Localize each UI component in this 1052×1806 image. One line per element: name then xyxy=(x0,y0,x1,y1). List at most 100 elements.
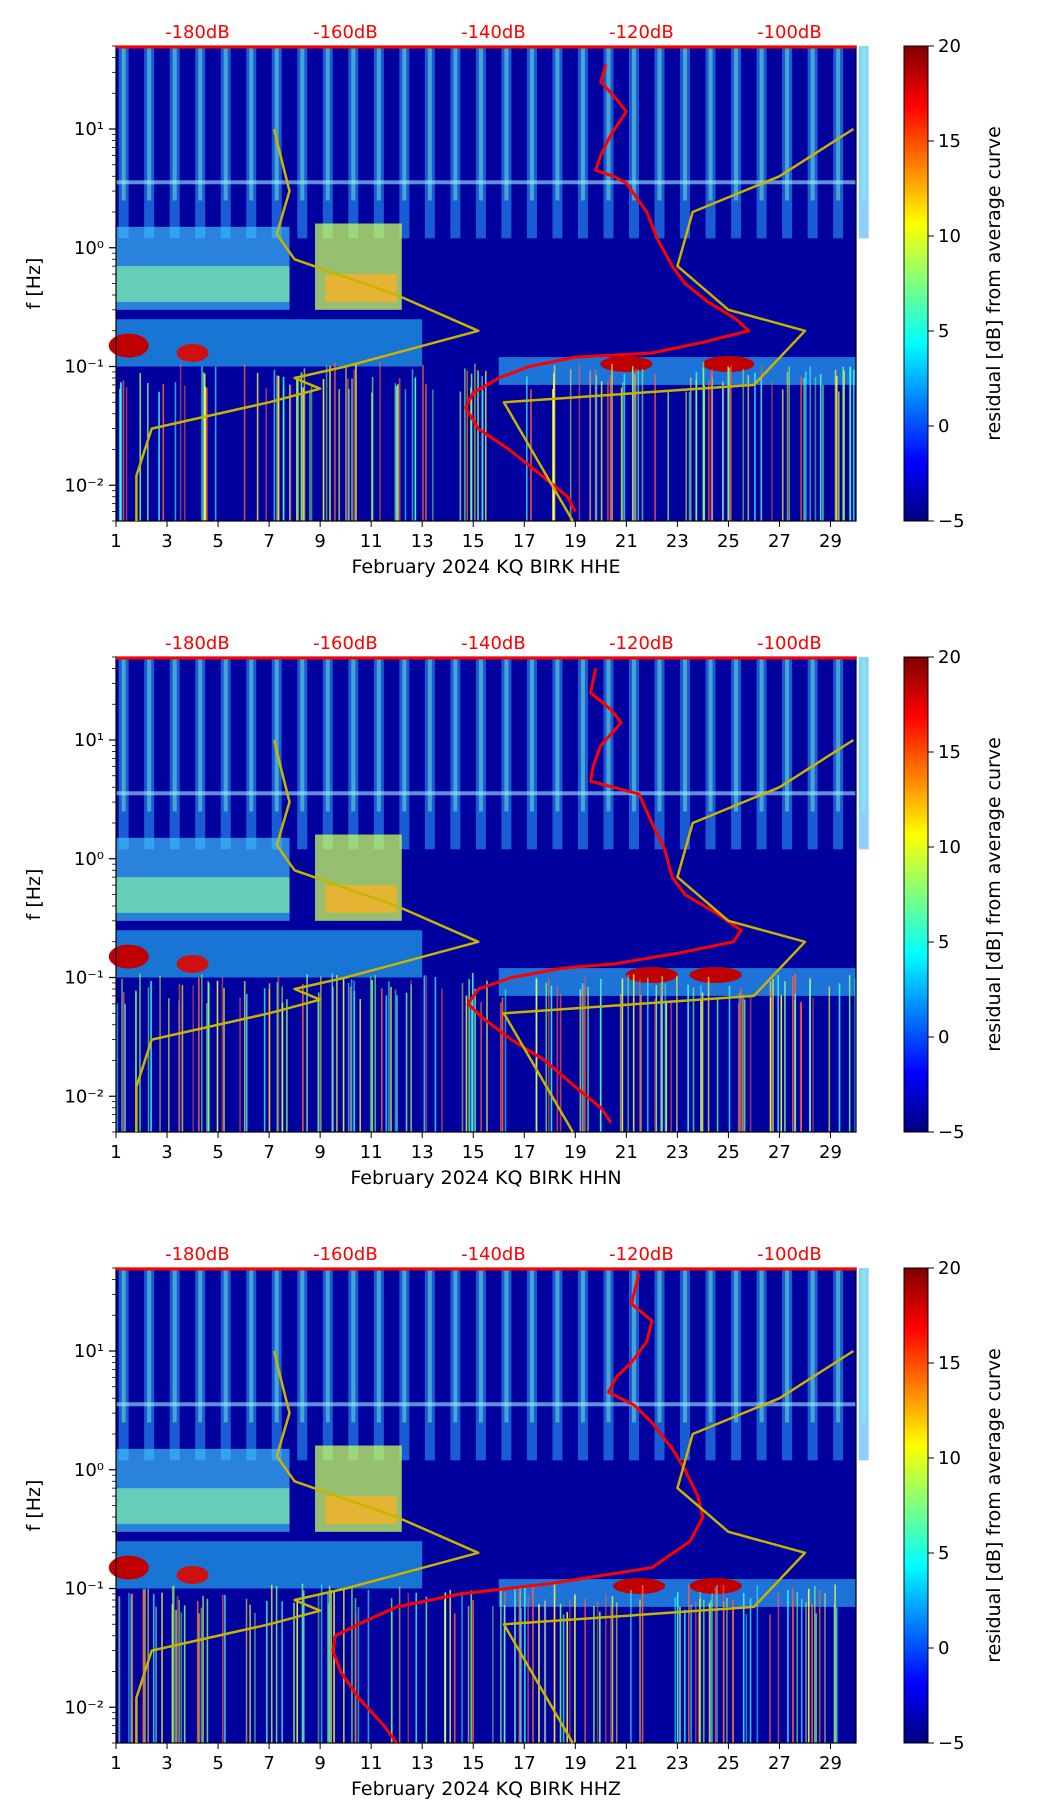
lf-streak xyxy=(468,979,470,1132)
lf-streak xyxy=(743,999,746,1132)
x-tick-label: 9 xyxy=(314,531,325,552)
lf-streak xyxy=(122,992,125,1132)
lf-streak xyxy=(623,374,626,521)
daily-stripe xyxy=(297,657,308,850)
lf-streak xyxy=(632,974,635,1132)
daily-stripe-core xyxy=(708,657,713,812)
daily-stripe xyxy=(220,657,231,850)
colorbar-gradient xyxy=(903,45,929,522)
daily-stripe xyxy=(705,1268,716,1461)
lf-streak xyxy=(702,368,705,521)
lf-streak xyxy=(265,387,268,521)
lf-streak xyxy=(266,1600,268,1743)
lf-streak xyxy=(150,980,152,1132)
lf-streak xyxy=(587,987,589,1132)
lf-streak xyxy=(716,1585,718,1743)
y-axis-label: f [Hz] xyxy=(23,1480,45,1532)
lf-streak xyxy=(835,1607,838,1743)
lf-streak xyxy=(327,1592,329,1743)
daily-stripe-core xyxy=(708,1268,713,1423)
x-tick-label: 27 xyxy=(768,531,791,552)
lf-streak xyxy=(499,1002,502,1132)
lf-streak xyxy=(333,1590,335,1743)
daily-stripe-core xyxy=(121,1268,126,1423)
daily-stripe xyxy=(782,46,793,239)
lf-streak xyxy=(256,372,259,521)
lf-streak xyxy=(710,1599,712,1743)
lf-streak xyxy=(196,1601,199,1743)
lf-streak xyxy=(118,1596,121,1743)
lf-streak xyxy=(198,1613,200,1743)
lf-streak xyxy=(611,364,613,521)
lf-streak xyxy=(295,376,298,521)
colorbar-tick-label: −5 xyxy=(938,1122,965,1143)
lf-streak xyxy=(687,984,689,1132)
lf-streak xyxy=(391,1612,393,1743)
hf-line-artifact xyxy=(116,180,856,185)
lf-streak xyxy=(477,370,479,521)
lf-streak xyxy=(559,993,562,1132)
lf-streak xyxy=(562,1614,565,1743)
daily-stripe-core xyxy=(657,46,662,201)
top-db-label: -140dB xyxy=(461,22,526,43)
daily-stripe xyxy=(833,657,844,850)
lf-streak xyxy=(357,1607,360,1743)
lf-streak xyxy=(730,365,732,521)
x-tick-label: 23 xyxy=(666,1753,689,1774)
lf-streak xyxy=(664,983,667,1132)
broadband-band-left xyxy=(116,877,290,913)
hf-line-artifact xyxy=(116,1402,856,1407)
lf-streak xyxy=(504,989,507,1132)
colorbar: −5 0 5 10 15 20 residual [dB] from average cur… xyxy=(903,36,1005,532)
daily-stripe xyxy=(373,1268,384,1461)
lf-streak xyxy=(449,1589,452,1743)
daily-stripe-core xyxy=(478,1268,483,1423)
lf-streak xyxy=(637,369,640,521)
colorbar-tick-label: 15 xyxy=(938,131,961,152)
colorbar-tick-label: −5 xyxy=(938,511,965,532)
lf-streak xyxy=(302,1590,305,1743)
lf-streak xyxy=(207,981,210,1132)
lf-streak xyxy=(594,369,597,521)
lf-streak xyxy=(569,1600,571,1743)
lf-streak xyxy=(394,989,397,1132)
lf-streak xyxy=(621,382,624,521)
x-tick-label: 7 xyxy=(263,1753,274,1774)
x-tick-label: 9 xyxy=(314,1142,325,1163)
lf-streak xyxy=(722,1584,725,1743)
daily-stripe-core xyxy=(351,657,356,812)
lf-streak xyxy=(749,1598,752,1743)
x-tick-label: 19 xyxy=(564,1753,587,1774)
daily-stripe xyxy=(322,657,333,850)
lf-streak xyxy=(665,1002,668,1132)
lf-streak xyxy=(679,1606,681,1743)
lf-streak xyxy=(301,1583,304,1743)
daily-stripe-core xyxy=(376,657,381,812)
lf-streak xyxy=(147,1588,150,1743)
daily-stripe xyxy=(169,657,180,850)
daily-stripe xyxy=(603,1268,614,1461)
colorbar-tick-label: 20 xyxy=(938,36,961,57)
lf-streak xyxy=(716,999,719,1132)
daily-stripe-core xyxy=(172,1268,177,1423)
lf-streak xyxy=(464,368,466,521)
lf-streak xyxy=(135,991,137,1132)
x-tick-label: 15 xyxy=(462,1753,485,1774)
lf-streak xyxy=(338,389,341,521)
x-tick-label: 17 xyxy=(513,1142,536,1163)
x-tick-label: 25 xyxy=(717,1142,740,1163)
lf-streak xyxy=(838,391,840,521)
lf-streak xyxy=(336,975,338,1132)
lf-streak xyxy=(359,998,362,1132)
lf-streak xyxy=(482,390,484,521)
lf-streak xyxy=(834,369,837,521)
lf-streak xyxy=(224,1594,226,1743)
lf-streak xyxy=(809,366,812,521)
lf-streak xyxy=(812,997,814,1132)
lf-streak xyxy=(414,376,417,521)
lf-streak xyxy=(676,1592,679,1743)
lf-streak xyxy=(205,1003,208,1132)
daily-stripe xyxy=(552,657,563,850)
lf-streak xyxy=(351,378,353,521)
daily-stripe xyxy=(424,657,435,850)
